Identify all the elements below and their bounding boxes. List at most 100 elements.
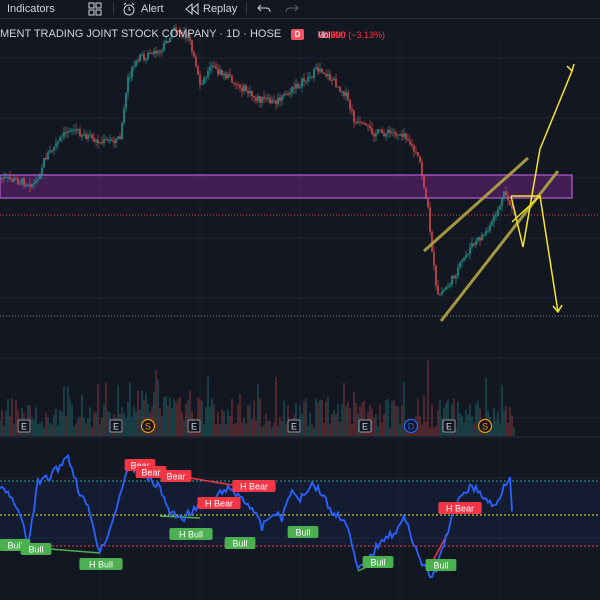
split-marker[interactable] bbox=[477, 418, 493, 434]
bearish-divergence-label bbox=[135, 466, 167, 478]
candle-body bbox=[131, 67, 133, 78]
split-marker[interactable] bbox=[140, 418, 156, 434]
candle-body bbox=[153, 50, 155, 55]
candle-body bbox=[447, 286, 449, 288]
candle-body bbox=[309, 76, 311, 78]
volume-bar bbox=[357, 413, 359, 436]
earnings-marker[interactable] bbox=[442, 419, 456, 433]
replay-button[interactable]: Replay bbox=[185, 0, 237, 17]
volume-bar bbox=[89, 407, 91, 436]
volume-bar bbox=[157, 379, 159, 436]
candle-body bbox=[353, 110, 355, 123]
candle-body bbox=[13, 178, 15, 182]
candle-body bbox=[329, 74, 331, 80]
volume-bar bbox=[0, 420, 1, 436]
candle-body bbox=[385, 133, 387, 137]
redo-icon[interactable] bbox=[285, 0, 299, 17]
earnings-marker[interactable] bbox=[17, 419, 31, 433]
rewind-icon bbox=[185, 2, 199, 15]
candle-body bbox=[227, 74, 229, 79]
volume-bar bbox=[35, 407, 37, 436]
candle-body bbox=[271, 100, 273, 104]
bullish-projection-path[interactable] bbox=[510, 70, 573, 248]
volume-bar bbox=[227, 410, 229, 436]
candle-body bbox=[115, 138, 117, 143]
channel-upper-line[interactable] bbox=[423, 156, 529, 253]
candle-body bbox=[497, 209, 499, 216]
volume-bar bbox=[337, 403, 339, 436]
volume-value: 2.13M bbox=[318, 30, 344, 40]
volume-bar bbox=[245, 423, 247, 436]
layouts-grid-icon[interactable] bbox=[88, 0, 102, 17]
candle-body bbox=[277, 97, 279, 105]
volume-bar bbox=[77, 418, 79, 436]
candle-body bbox=[23, 178, 25, 186]
candle-body bbox=[411, 143, 413, 146]
volume-bar bbox=[173, 399, 175, 436]
price-grid bbox=[0, 38, 600, 600]
volume-bar bbox=[273, 422, 275, 436]
candle-body bbox=[413, 145, 415, 152]
alert-button[interactable]: Alert bbox=[122, 0, 164, 17]
volume-bar bbox=[213, 404, 215, 436]
earnings-marker[interactable] bbox=[358, 419, 372, 433]
close-label: C bbox=[318, 30, 325, 40]
candle-body bbox=[263, 96, 265, 99]
candle-body bbox=[1, 177, 3, 179]
candle-body bbox=[165, 40, 167, 44]
volume-bar bbox=[229, 415, 231, 436]
candle-body bbox=[191, 40, 193, 52]
bearish-projection-path[interactable] bbox=[511, 195, 559, 313]
candle-body bbox=[229, 74, 231, 76]
undo-icon[interactable] bbox=[257, 0, 271, 17]
candle-body bbox=[295, 84, 297, 89]
candle-body bbox=[285, 93, 287, 95]
volume-bar bbox=[373, 418, 375, 436]
candle-body bbox=[171, 29, 173, 38]
candle-body bbox=[431, 231, 433, 252]
volume-bar bbox=[429, 427, 431, 436]
candle-body bbox=[281, 95, 283, 101]
volume-bar bbox=[33, 419, 35, 436]
dividend-marker[interactable] bbox=[403, 418, 419, 434]
candle-body bbox=[363, 123, 365, 125]
candle-body bbox=[475, 240, 477, 245]
earnings-marker[interactable] bbox=[187, 419, 201, 433]
candle-body bbox=[95, 139, 97, 142]
volume-bar bbox=[499, 423, 501, 436]
symbol-title[interactable]: MENT TRADING JOINT STOCK COMPANY · 1D · … bbox=[0, 28, 282, 40]
candle-body bbox=[33, 182, 35, 184]
volume-bar bbox=[241, 422, 243, 436]
candle-body bbox=[321, 68, 323, 73]
top-toolbar: Indicators Alert Replay bbox=[0, 0, 600, 19]
volume-bar bbox=[69, 398, 71, 436]
candle-body bbox=[317, 67, 319, 72]
volume-bar bbox=[105, 382, 107, 436]
candle-body bbox=[455, 275, 457, 279]
bearish-divergence-label bbox=[232, 480, 276, 492]
candle-body bbox=[27, 184, 29, 186]
earnings-marker[interactable] bbox=[287, 419, 301, 433]
candle-body bbox=[301, 78, 303, 88]
candle-body bbox=[103, 139, 105, 144]
candle-body bbox=[169, 37, 171, 43]
divergence-label-text: H Bull bbox=[89, 560, 113, 570]
volume-bar bbox=[123, 413, 125, 436]
projection-arrows[interactable] bbox=[510, 63, 575, 314]
earnings-marker[interactable] bbox=[109, 419, 123, 433]
candle-body bbox=[387, 129, 389, 134]
symbol-legend: MENT TRADING JOINT STOCK COMPANY · 1D · … bbox=[0, 26, 600, 42]
volume-bar bbox=[351, 423, 353, 436]
candle-body bbox=[489, 224, 491, 231]
volume-bar bbox=[201, 400, 203, 436]
indicators-button[interactable]: Indicators bbox=[0, 0, 55, 17]
volume-bar bbox=[355, 403, 357, 436]
candle-body bbox=[279, 97, 281, 101]
volume-bar bbox=[65, 415, 67, 436]
candle-body bbox=[399, 134, 401, 136]
volume-bar bbox=[389, 427, 391, 436]
volume-bar bbox=[103, 404, 105, 436]
price-zone-rectangle[interactable] bbox=[0, 174, 573, 199]
candle-body bbox=[417, 152, 419, 157]
